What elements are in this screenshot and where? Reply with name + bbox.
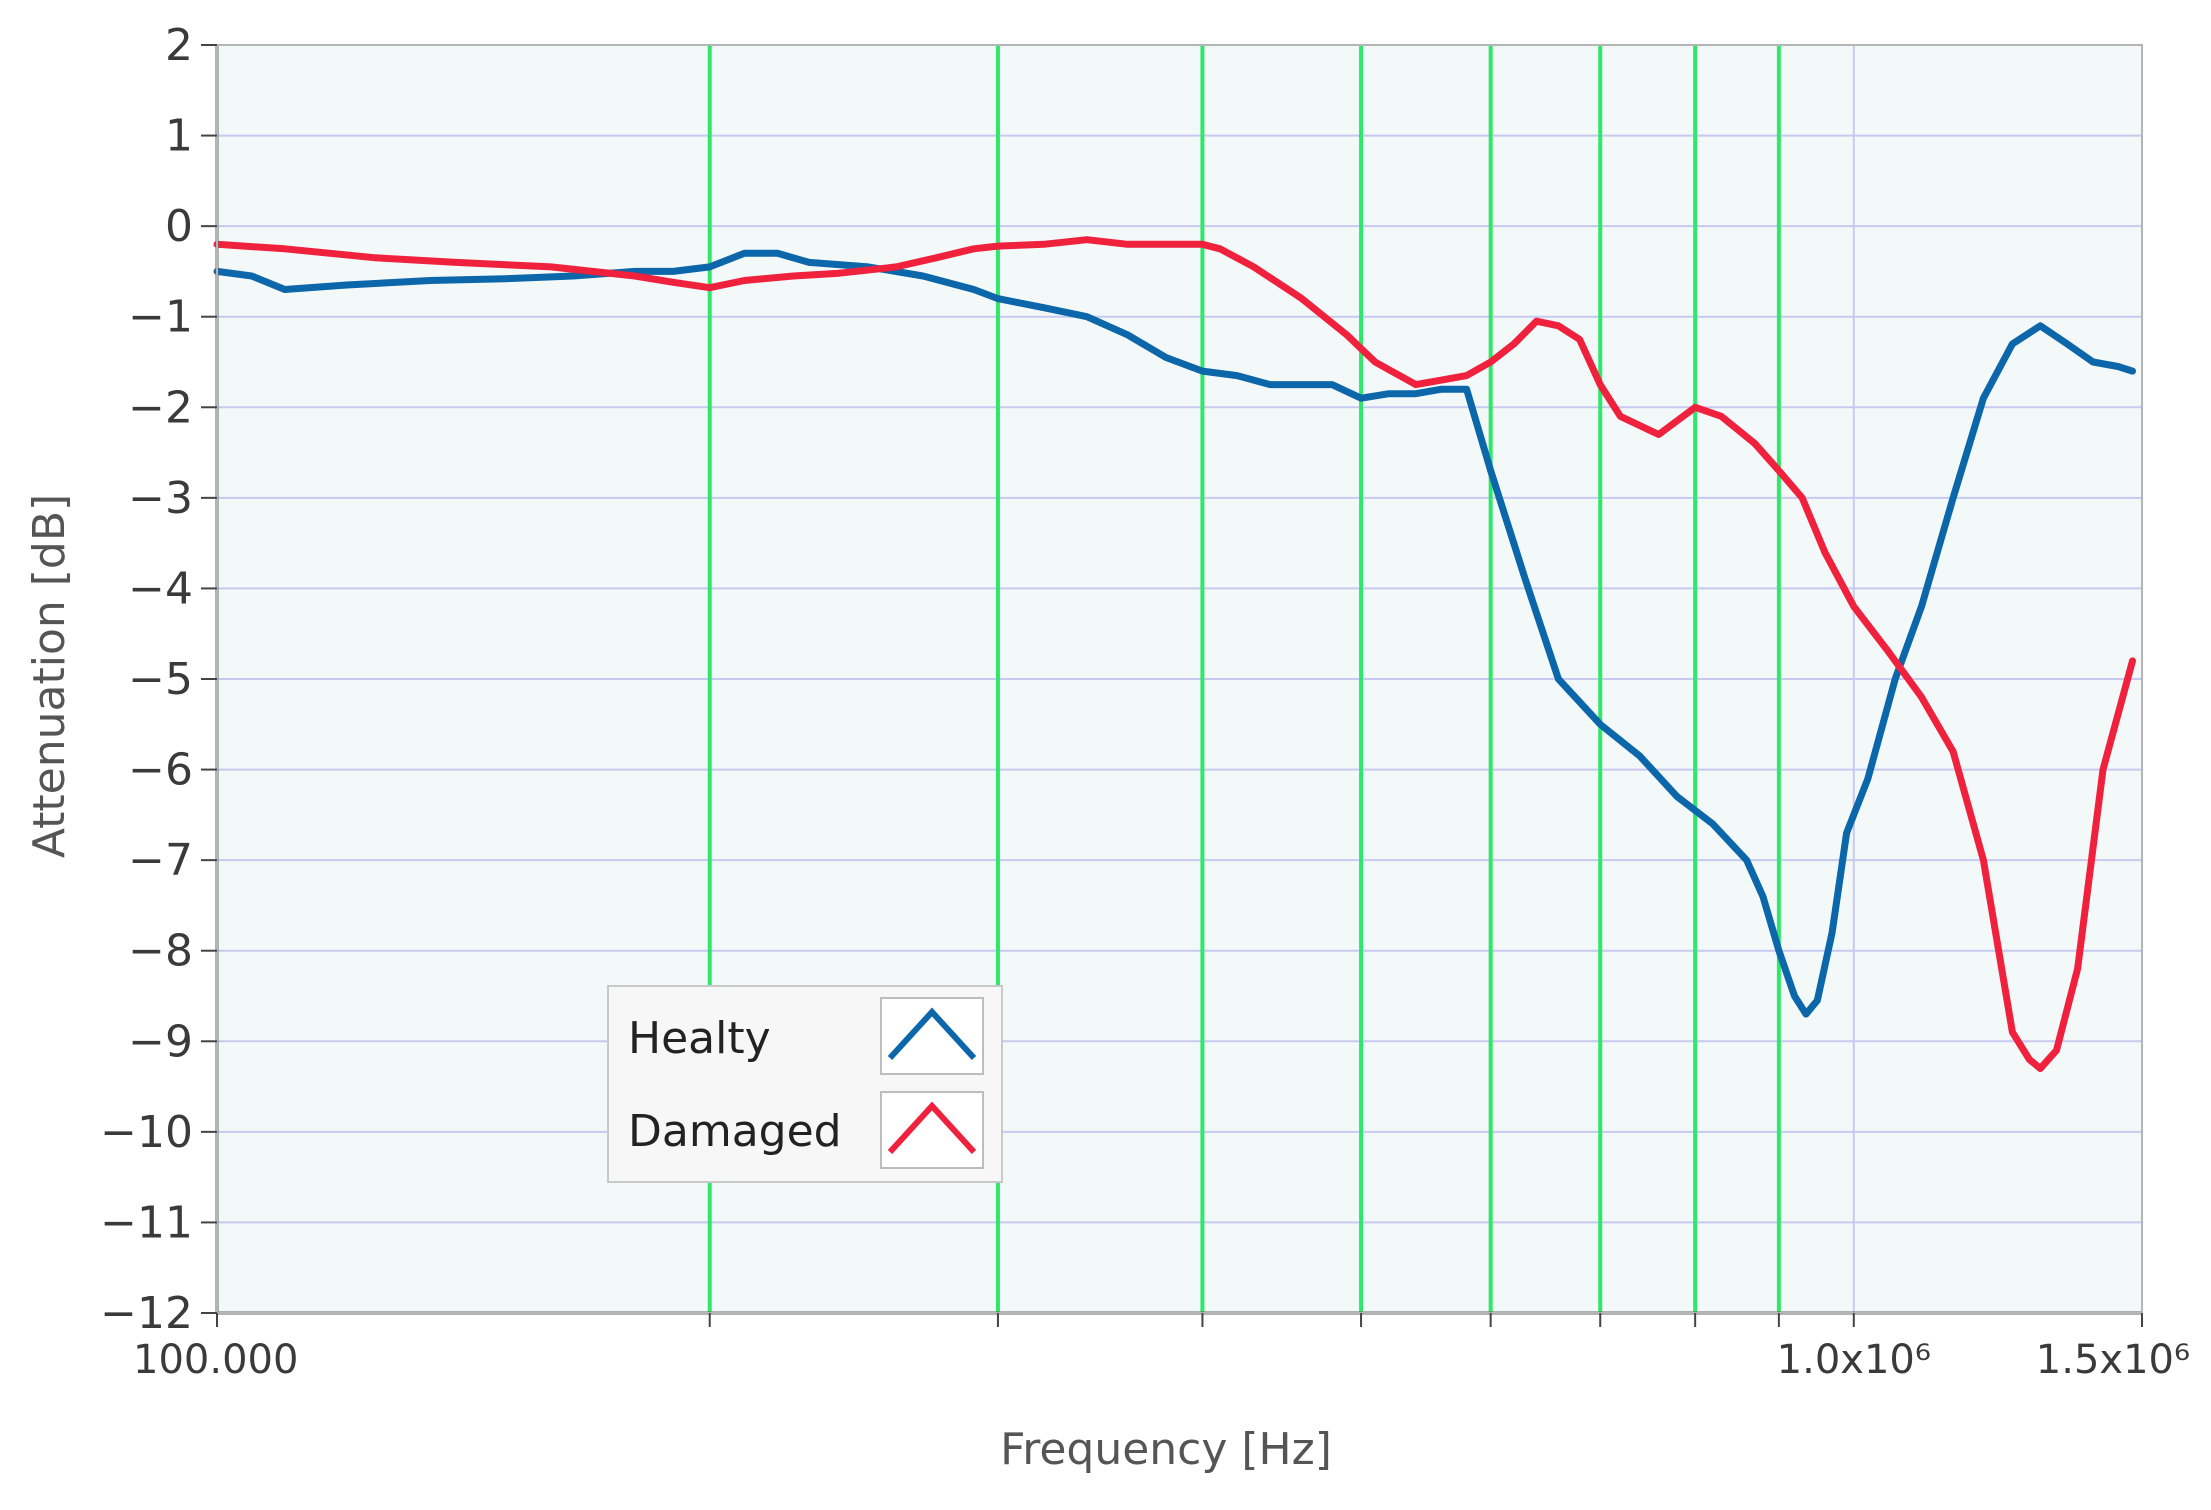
series-line-healty: [213, 249, 2136, 1018]
x-tick-label: 100.000: [133, 1337, 298, 1383]
legend-label-healty: Healty: [628, 1013, 771, 1064]
y-tick-label: 0: [165, 201, 193, 252]
legend-label-damaged: Damaged: [628, 1106, 842, 1157]
y-tick-label: −7: [128, 835, 193, 886]
y-tick-label: 1: [165, 111, 193, 162]
legend: Healty Damaged: [607, 985, 1003, 1183]
y-tick-label: −5: [128, 654, 193, 705]
x-axis-title: Frequency [Hz]: [1000, 1424, 1332, 1475]
y-tick-label: −12: [100, 1288, 193, 1339]
y-tick-label: −1: [128, 292, 193, 343]
y-tick-label: −10: [100, 1107, 193, 1158]
y-axis-title: Attenuation [dB]: [24, 494, 75, 858]
series-line-damaged: [213, 236, 2136, 1072]
x-tick-label: 1.5x10⁶: [2036, 1337, 2190, 1383]
y-tick-label: −4: [128, 563, 193, 614]
y-tick-label: −2: [128, 382, 193, 433]
y-tick-label: −9: [128, 1016, 193, 1067]
legend-line-damaged: [887, 1101, 977, 1155]
y-tick-label: −11: [100, 1197, 193, 1248]
x-tick-label: 1.0x10⁶: [1777, 1337, 1931, 1383]
y-tick-label: −3: [128, 473, 193, 524]
y-tick-label: −8: [128, 926, 193, 977]
y-tick-label: −6: [128, 745, 193, 796]
legend-line-healty: [887, 1007, 977, 1061]
y-tick-label: 2: [165, 20, 193, 71]
